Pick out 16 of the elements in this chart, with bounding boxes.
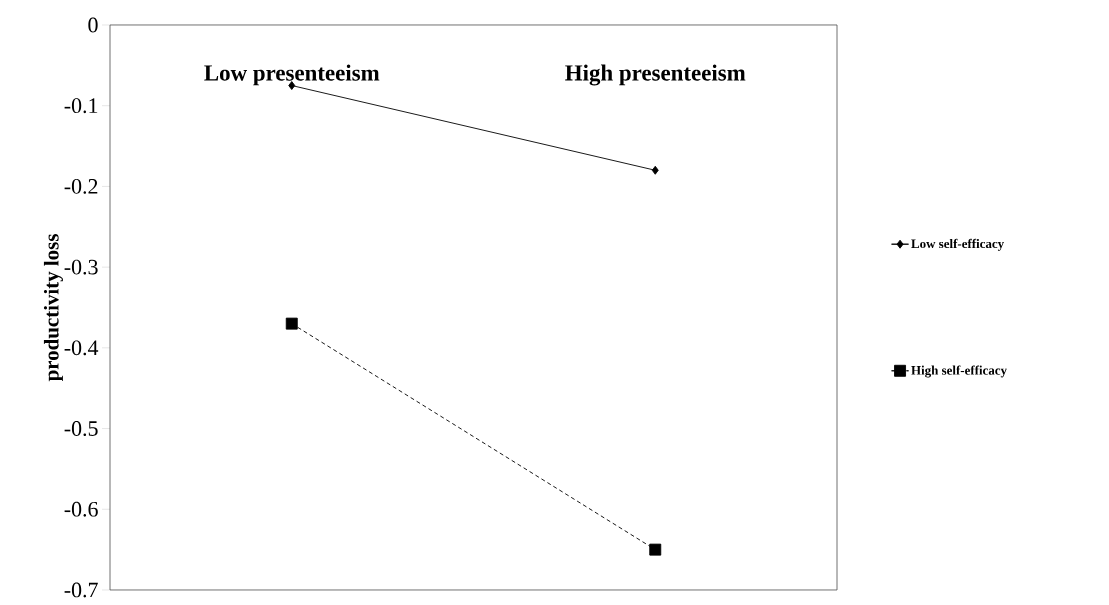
point	[651, 165, 659, 175]
x-tick-label: Low presenteeism	[204, 64, 380, 86]
legend-label: Low self-efficacy	[911, 238, 1005, 251]
y-tick-label: -0.5	[64, 421, 98, 436]
y-tick-label: -0.2	[64, 178, 98, 194]
y-tick-label: 0	[88, 17, 98, 33]
point	[285, 317, 298, 330]
y-tick-label: -0.4	[64, 340, 99, 356]
legend-label: High self-efficacy	[911, 365, 1007, 378]
y-tick-label: -0.1	[64, 98, 98, 114]
x-tick-label: High presenteeism	[565, 64, 746, 86]
y-tick-label: -0.6	[64, 501, 98, 517]
y-axis-title: productivity loss	[43, 234, 63, 382]
point	[649, 543, 662, 556]
y-tick-label: -0.7	[64, 582, 98, 598]
y-tick-label: -0.3	[64, 259, 98, 275]
